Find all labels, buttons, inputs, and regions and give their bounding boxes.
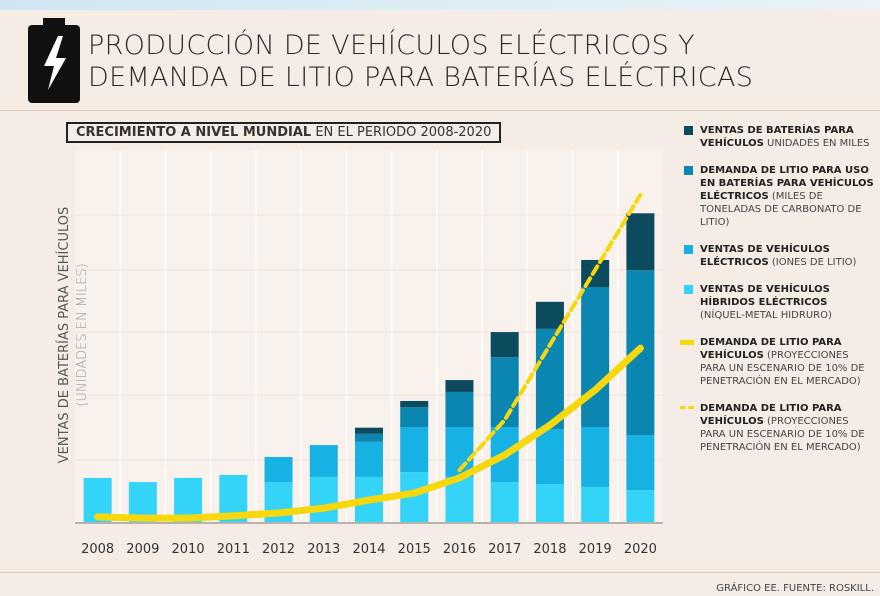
legend-entry: DEMANDA DE LITIO PARA USO EN BATERÍAS PA… bbox=[684, 164, 874, 229]
legend-note: (NÍQUEL-METAL HIDRURO) bbox=[700, 310, 832, 321]
x-tick-label: 2009 bbox=[126, 542, 159, 557]
bar-segment bbox=[445, 380, 474, 392]
bar-segment bbox=[490, 357, 519, 428]
legend-note: (IONES DE LITIO) bbox=[771, 257, 857, 268]
legend-name: VENTAS DE BATERÍAS PARA VEHÍCULOS bbox=[700, 125, 854, 149]
bar-segment bbox=[490, 332, 519, 358]
x-tick-label: 2019 bbox=[579, 542, 612, 557]
bar-segment bbox=[309, 445, 338, 477]
x-tick-label: 2016 bbox=[443, 542, 476, 557]
subtitle-bold: CRECIMIENTO A NIVEL MUNDIAL bbox=[76, 125, 312, 140]
bar-segment bbox=[581, 486, 610, 522]
bar-segment bbox=[400, 427, 429, 473]
bar-segment bbox=[355, 441, 383, 477]
subtitle-rest: EN EL PERIODO 2008-2020 bbox=[315, 125, 492, 140]
x-tick-label: 2012 bbox=[262, 542, 295, 557]
bar-segment bbox=[309, 476, 338, 522]
divider bbox=[0, 572, 880, 573]
top-strip bbox=[0, 0, 880, 10]
x-tick-label: 2013 bbox=[307, 542, 340, 557]
legend-swatch bbox=[684, 245, 693, 254]
legend-entry: DEMANDA DE LITIO PARA VEHÍCULOS (PROYECC… bbox=[680, 402, 874, 454]
x-tick-label: 2011 bbox=[217, 542, 250, 557]
legend-name: VENTAS DE VEHÍCULOS ELÉCTRICOS bbox=[700, 244, 830, 268]
chart-title: PRODUCCIÓN DE VEHÍCULOS ELÉCTRICOS Y DEM… bbox=[88, 30, 753, 94]
bar-segment bbox=[535, 484, 564, 522]
bar-segment bbox=[355, 427, 383, 434]
battery-icon bbox=[28, 18, 80, 103]
bar-segment bbox=[400, 407, 429, 428]
x-tick-label: 2014 bbox=[352, 542, 385, 557]
bar-segment bbox=[400, 400, 429, 408]
legend-swatch bbox=[684, 166, 693, 175]
bar-segment bbox=[535, 428, 564, 485]
bar-segment bbox=[355, 433, 383, 442]
legend-name: VENTAS DE VEHÍCULOS HÍBRIDOS ELÉCTRICOS bbox=[700, 284, 830, 308]
y-axis-label-unit: (UNIDADES EN MILES) bbox=[75, 263, 90, 406]
legend-note: UNIDADES EN MILES bbox=[767, 138, 870, 149]
bar-segment bbox=[445, 391, 474, 428]
title-line: DEMANDA DE LITIO PARA BATERÍAS ELÉCTRICA… bbox=[88, 62, 754, 93]
legend-name: DEMANDA DE LITIO PARA VEHÍCULOS bbox=[700, 403, 842, 427]
subtitle: CRECIMIENTO A NIVEL MUNDIAL EN EL PERIOD… bbox=[66, 122, 502, 143]
legend-entry: VENTAS DE BATERÍAS PARA VEHÍCULOS UNIDAD… bbox=[684, 124, 874, 150]
bar-segment bbox=[626, 490, 655, 522]
legend-swatch bbox=[684, 126, 693, 135]
legend-name: DEMANDA DE LITIO PARA USO EN BATERÍAS PA… bbox=[700, 165, 874, 202]
legend-note: (PROYECCIONES PARA UN ESCENARIO DE 10% D… bbox=[700, 350, 865, 387]
bar-segment bbox=[490, 482, 519, 522]
divider bbox=[0, 110, 880, 111]
x-tick-label: 2015 bbox=[398, 542, 431, 557]
x-tick-label: 2018 bbox=[533, 542, 566, 557]
legend-note: (PROYECCIONES PARA UN ESCENARIO DE 10% D… bbox=[700, 416, 865, 453]
legend-entry: DEMANDA DE LITIO PARA VEHÍCULOS (PROYECC… bbox=[680, 336, 874, 388]
legend-name: DEMANDA DE LITIO PARA VEHÍCULOS bbox=[700, 337, 842, 361]
y-axis-label-main: VENTAS DE BATERÍAS PARA VEHÍCULOS bbox=[56, 207, 72, 464]
x-tick-label: 2017 bbox=[488, 542, 521, 557]
dashed-line bbox=[457, 192, 643, 473]
legend-entry: VENTAS DE VEHÍCULOS HÍBRIDOS ELÉCTRICOS … bbox=[684, 283, 874, 322]
bar-segment bbox=[264, 456, 293, 483]
bar-segment bbox=[581, 427, 610, 487]
bar-segment bbox=[535, 301, 564, 329]
x-tick-label: 2010 bbox=[172, 542, 205, 557]
legend-swatch bbox=[684, 285, 693, 294]
line bbox=[94, 344, 644, 522]
bar-segment bbox=[581, 287, 610, 428]
legend: VENTAS DE BATERÍAS PARA VEHÍCULOS UNIDAD… bbox=[680, 124, 874, 468]
bar-segment bbox=[626, 435, 655, 491]
bar-segment bbox=[626, 213, 655, 271]
x-tick-label: 2008 bbox=[81, 542, 114, 557]
legend-entry: VENTAS DE VEHÍCULOS ELÉCTRICOS (IONES DE… bbox=[684, 243, 874, 269]
title-line: PRODUCCIÓN DE VEHÍCULOS ELÉCTRICOS Y bbox=[88, 30, 695, 61]
source: GRÁFICO EE. FUENTE: ROSKILL. bbox=[716, 583, 874, 594]
legend-swatch bbox=[680, 406, 694, 409]
legend-note: (MILES DE TONELADAS DE CARBONATO DE LITI… bbox=[700, 191, 862, 228]
y-axis-label: VENTAS DE BATERÍAS PARA VEHÍCULOS (UNIDAD… bbox=[56, 207, 90, 464]
legend-swatch bbox=[680, 340, 694, 345]
x-tick-label: 2020 bbox=[624, 542, 657, 557]
